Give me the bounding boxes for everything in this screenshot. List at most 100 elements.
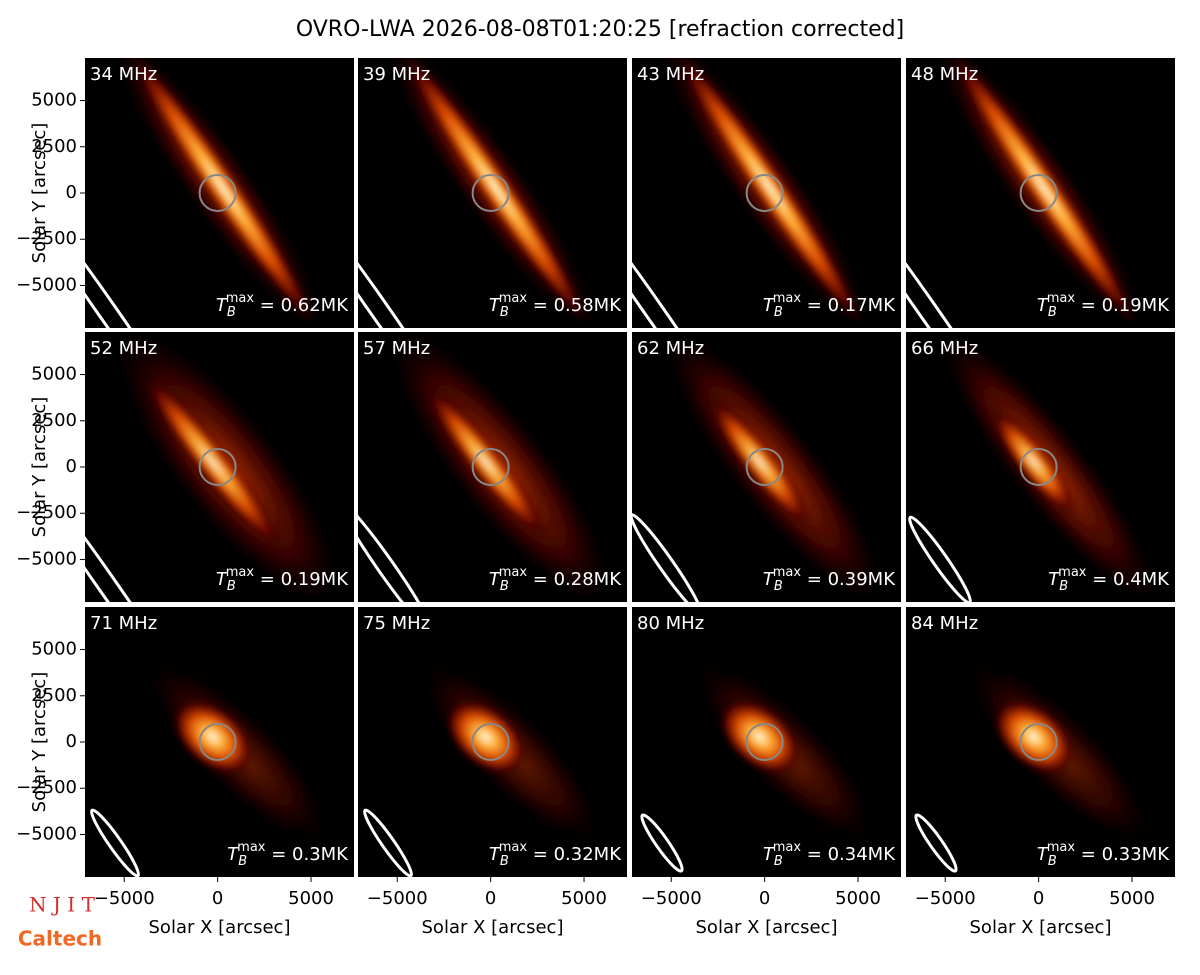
tb-sup: max: [1047, 291, 1076, 306]
tb-annotation: TBmax = 0.32MK: [489, 840, 622, 869]
emission: [708, 398, 811, 526]
solar-disk: [471, 174, 510, 212]
y-axis-label: Solar Y [arcsec]: [29, 397, 50, 538]
y-tick-label: 5000: [31, 90, 77, 111]
solar-disk: [198, 174, 237, 212]
emission: [991, 409, 1076, 515]
tb-value: = 0.58MK: [527, 295, 622, 316]
y-tick-label: −5000: [16, 274, 77, 295]
beam: [85, 183, 193, 328]
x-tick-label: −5000: [367, 888, 428, 909]
y-tick-label: 0: [66, 731, 77, 752]
x-tick-label: −5000: [94, 888, 155, 909]
logo-njit: N J I T: [29, 893, 95, 917]
solar-disk: [198, 448, 237, 486]
x-tick-label: 0: [759, 888, 770, 909]
tb-annotation: TBmax = 0.3MK: [227, 840, 349, 869]
panel-image: [908, 332, 1164, 602]
tb-symbol: T: [763, 844, 776, 865]
emission: [444, 698, 528, 776]
solar-disk: [745, 723, 784, 761]
panel-label: 39 MHz: [363, 64, 430, 85]
tb-value: = 0.34MK: [801, 844, 896, 865]
x-tick-label: 5000: [835, 888, 881, 909]
tb-value: = 0.39MK: [801, 569, 896, 590]
x-tick-label: 0: [485, 888, 496, 909]
tb-sup: max: [499, 291, 528, 306]
tb-symbol: T: [216, 295, 229, 316]
solar-disk: [471, 448, 510, 486]
tb-value: = 0.19MK: [1075, 295, 1170, 316]
tb-symbol: T: [489, 295, 502, 316]
x-tick-label: −5000: [915, 888, 976, 909]
y-tick-label: −2500: [16, 228, 77, 249]
panel-image: [914, 655, 1155, 873]
emission: [425, 386, 546, 538]
tb-sub: B: [238, 854, 247, 869]
panel-image: [363, 655, 607, 877]
tb-sup: max: [226, 291, 255, 306]
x-tick-label: 0: [212, 888, 223, 909]
panel-image: [640, 655, 881, 873]
beam: [358, 183, 466, 328]
emission: [126, 58, 319, 328]
beam: [358, 499, 434, 602]
tb-sup: max: [237, 840, 266, 855]
emission: [171, 698, 255, 776]
panel-image: [85, 332, 347, 602]
beam: [640, 813, 684, 873]
tb-annotation: TBmax = 0.39MK: [763, 565, 896, 594]
tb-annotation: TBmax = 0.28MK: [489, 565, 622, 594]
y-axis-label: Solar Y [arcsec]: [29, 123, 50, 264]
y-tick-label: 0: [66, 456, 77, 477]
tb-value: = 0.62MK: [254, 295, 349, 316]
tb-symbol: T: [1048, 569, 1061, 590]
x-tick-label: 5000: [288, 888, 334, 909]
panel-image: [358, 58, 604, 328]
panel-image: [358, 332, 619, 602]
emission: [992, 698, 1076, 776]
x-tick-label: 5000: [1109, 888, 1155, 909]
tb-value: = 0.32MK: [527, 844, 622, 865]
tb-sub: B: [500, 305, 509, 320]
panel-label: 84 MHz: [911, 613, 978, 634]
beam: [914, 813, 958, 873]
tb-value: = 0.3MK: [266, 844, 350, 865]
emission: [399, 58, 592, 328]
tb-sup: max: [773, 291, 802, 306]
tb-sup: max: [1058, 565, 1087, 580]
tb-sub: B: [500, 854, 509, 869]
panel-image: [90, 655, 334, 877]
tb-sub: B: [774, 854, 783, 869]
beam: [90, 808, 140, 877]
tb-sup: max: [1047, 840, 1076, 855]
tb-annotation: TBmax = 0.17MK: [763, 291, 896, 320]
solar-disk: [1019, 448, 1058, 486]
tb-symbol: T: [1037, 844, 1050, 865]
beam: [906, 183, 1014, 328]
tb-annotation: TBmax = 0.58MK: [489, 291, 622, 320]
y-tick-label: −5000: [16, 548, 77, 569]
tb-symbol: T: [489, 569, 502, 590]
tb-annotation: TBmax = 0.19MK: [216, 565, 349, 594]
solar-disk: [745, 448, 784, 486]
panel-image: [906, 58, 1152, 328]
emission: [947, 58, 1140, 328]
tb-value: = 0.19MK: [254, 569, 349, 590]
tb-sub: B: [774, 579, 783, 594]
solar-disk: [745, 174, 784, 212]
panel-label: 80 MHz: [637, 613, 704, 634]
tb-value: = 0.4MK: [1087, 569, 1171, 590]
tb-symbol: T: [763, 295, 776, 316]
figure-title: OVRO-LWA 2026-08-08T01:20:25 [refraction…: [296, 17, 904, 42]
tb-sub: B: [500, 579, 509, 594]
beam: [632, 513, 703, 602]
x-axis-label: Solar X [arcsec]: [970, 917, 1112, 938]
tb-sub: B: [227, 579, 236, 594]
panel-label: 34 MHz: [90, 64, 157, 85]
tb-annotation: TBmax = 0.62MK: [216, 291, 349, 320]
beam: [363, 808, 413, 877]
y-tick-label: 2500: [31, 410, 77, 431]
panel-label: 66 MHz: [911, 338, 978, 359]
tb-sub: B: [1059, 579, 1068, 594]
